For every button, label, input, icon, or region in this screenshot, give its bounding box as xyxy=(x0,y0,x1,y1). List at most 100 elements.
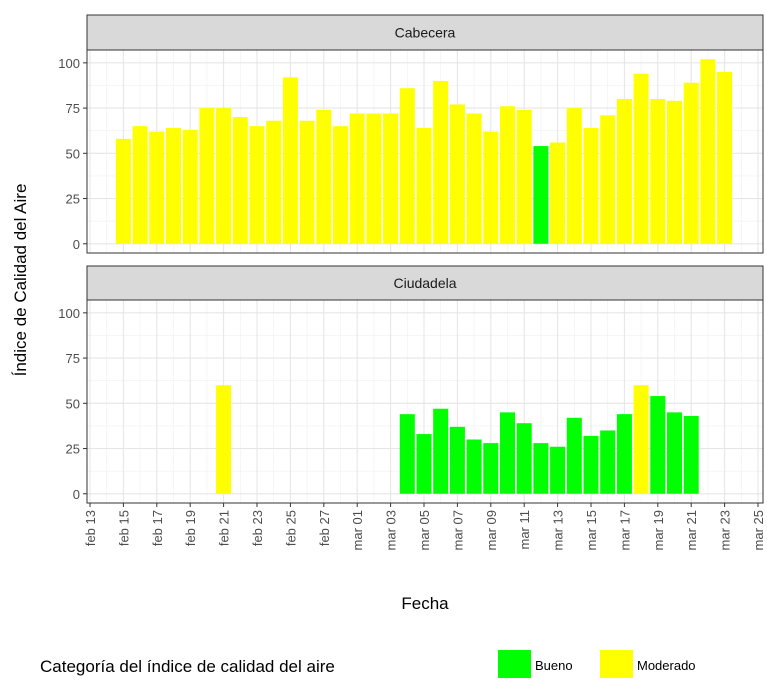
bar xyxy=(483,131,499,244)
bar xyxy=(650,99,666,244)
bar xyxy=(666,412,683,494)
x-tick-label: feb 13 xyxy=(83,510,98,546)
bar xyxy=(299,120,315,244)
bar xyxy=(616,414,632,494)
bar xyxy=(633,73,649,244)
bar xyxy=(433,80,449,244)
x-tick-label: mar 11 xyxy=(517,510,532,550)
bar xyxy=(666,100,683,244)
y-tick-label: 75 xyxy=(66,351,80,366)
bar xyxy=(499,106,516,244)
y-axis-title: Índice de Calidad del Aire xyxy=(11,184,30,377)
x-tick-label: feb 25 xyxy=(283,510,298,546)
bar xyxy=(282,77,298,244)
bar xyxy=(383,113,399,244)
bar xyxy=(566,108,582,244)
legend-title: Categoría del índice de calidad del aire xyxy=(40,657,335,676)
bar xyxy=(433,408,449,494)
bar xyxy=(650,396,666,494)
bar xyxy=(516,109,532,244)
bar xyxy=(633,385,649,494)
x-tick-label: mar 17 xyxy=(617,510,632,550)
bar xyxy=(115,138,131,244)
panel-border xyxy=(86,299,764,504)
bar xyxy=(449,426,465,494)
bar xyxy=(499,412,516,494)
x-tick-label: feb 17 xyxy=(150,510,165,546)
x-tick-label: feb 23 xyxy=(250,510,265,546)
y-tick-label: 75 xyxy=(66,101,80,116)
bar xyxy=(182,129,198,244)
bar xyxy=(483,443,499,494)
bar xyxy=(550,446,566,494)
x-tick-label: feb 15 xyxy=(116,510,131,546)
facet-title: Cabecera xyxy=(395,25,456,41)
bar xyxy=(600,430,616,494)
bar xyxy=(266,120,282,244)
x-tick-label: mar 15 xyxy=(584,510,599,550)
legend-label: Bueno xyxy=(535,658,573,673)
bar xyxy=(416,434,432,494)
x-tick-label: mar 09 xyxy=(484,510,499,550)
bar xyxy=(216,385,232,494)
bar xyxy=(316,109,332,244)
bar xyxy=(149,131,165,244)
y-tick-label: 50 xyxy=(66,396,80,411)
bar xyxy=(399,414,415,494)
facet-strip xyxy=(86,265,764,301)
bar xyxy=(533,146,549,244)
bar xyxy=(399,88,415,244)
bar xyxy=(216,108,232,244)
legend-key xyxy=(498,650,531,678)
y-tick-label: 25 xyxy=(66,442,80,457)
bar xyxy=(165,127,182,244)
bar xyxy=(583,127,599,244)
facet-title: Ciudadela xyxy=(393,275,456,291)
x-tick-label: mar 19 xyxy=(651,510,666,550)
y-tick-label: 25 xyxy=(66,192,80,207)
x-tick-label: mar 21 xyxy=(684,510,699,550)
bar xyxy=(700,59,716,244)
bar xyxy=(349,113,365,244)
legend-label: Moderado xyxy=(637,658,696,673)
x-tick-label: feb 19 xyxy=(183,510,198,546)
panel-border xyxy=(86,49,764,254)
bar xyxy=(717,71,733,244)
bar xyxy=(199,108,215,244)
bar xyxy=(332,126,349,244)
y-tick-label: 0 xyxy=(73,237,80,252)
bar xyxy=(550,142,566,244)
bar xyxy=(616,99,632,244)
bar xyxy=(583,435,599,494)
x-tick-label: mar 25 xyxy=(751,510,766,550)
bar xyxy=(516,423,532,494)
x-tick-label: mar 13 xyxy=(551,510,566,550)
x-tick-label: feb 21 xyxy=(217,510,232,546)
x-tick-label: mar 03 xyxy=(384,510,399,550)
y-tick-label: 50 xyxy=(66,146,80,161)
bar xyxy=(416,127,432,244)
bar xyxy=(600,115,616,244)
x-tick-label: feb 27 xyxy=(317,510,332,546)
facet-strip xyxy=(86,14,764,51)
bar xyxy=(249,126,265,244)
x-tick-label: mar 23 xyxy=(718,510,733,550)
bar xyxy=(132,126,148,244)
bar xyxy=(683,415,699,494)
bar xyxy=(366,113,382,244)
bar xyxy=(449,104,465,244)
bar xyxy=(232,117,248,244)
y-tick-label: 100 xyxy=(58,306,80,321)
bar xyxy=(466,439,482,494)
bar xyxy=(566,417,582,494)
x-axis-title: Fecha xyxy=(401,594,449,613)
x-tick-label: mar 05 xyxy=(417,510,432,550)
bar xyxy=(533,443,549,494)
legend-key xyxy=(600,650,633,678)
x-tick-label: mar 07 xyxy=(450,510,465,550)
x-tick-label: mar 01 xyxy=(350,510,365,550)
y-tick-label: 0 xyxy=(73,487,80,502)
y-tick-label: 100 xyxy=(58,56,80,71)
bar xyxy=(683,82,699,244)
